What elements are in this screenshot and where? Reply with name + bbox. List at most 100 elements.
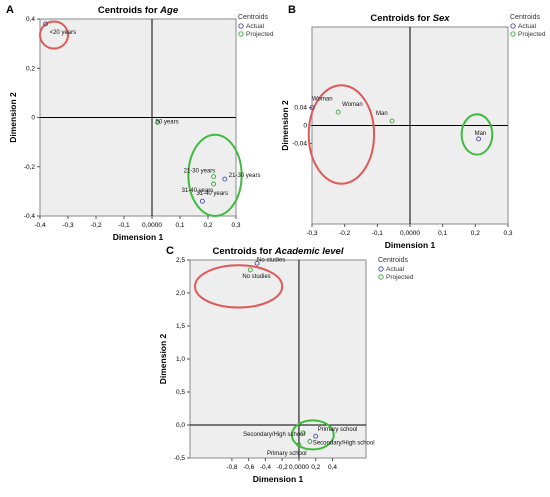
chart-a-point-actual bbox=[222, 176, 228, 182]
chart-b-y-tick-label: -0,04 bbox=[292, 140, 307, 147]
chart-a-point-label: 31-40 years bbox=[182, 188, 214, 194]
chart-a-legend-label: Actual bbox=[246, 23, 265, 30]
chart-c-point-projected bbox=[300, 430, 306, 436]
chart-b-x-tick-label: -0,1 bbox=[372, 230, 384, 237]
chart-a-x-tick-label: 0,2 bbox=[203, 222, 212, 229]
chart-b-point-label: Woman bbox=[312, 97, 333, 103]
chart-svg: Centroids for Academic level -0,8 -0,6 -0,4… bbox=[158, 246, 414, 484]
chart-b-y-axis-label: Dimension 2 bbox=[280, 100, 290, 151]
chart-c-x-tick-label: -0,8 bbox=[226, 464, 238, 471]
chart-c-highlight-ellipse bbox=[194, 264, 284, 309]
chart-c-x-tick-label: 0,2 bbox=[311, 464, 320, 471]
chart-a-point-actual bbox=[43, 21, 49, 27]
chart-svg: Centroids for Sex -0,3 -0,2 -0,1 0,0000 0,1 0,… bbox=[280, 13, 546, 250]
chart-c-title: Centroids for Academic level bbox=[213, 246, 344, 257]
title-variable: Sex bbox=[433, 13, 451, 24]
title-variable: Academic level bbox=[274, 246, 344, 257]
chart-c-y-tick-label: 2,5 bbox=[176, 257, 185, 264]
chart-c-y-tick-label: 0,5 bbox=[176, 389, 185, 396]
chart-b-x-tick-label: -0,2 bbox=[339, 230, 351, 237]
chart-c-point-label: Primary school bbox=[267, 451, 307, 457]
chart-c-point-projected bbox=[247, 267, 253, 273]
chart-c-y-tick-label: 1,5 bbox=[176, 323, 185, 330]
chart-b-legend-label: Actual bbox=[518, 23, 537, 30]
chart-a-point-actual bbox=[199, 198, 205, 204]
chart-c-point-actual bbox=[254, 260, 260, 266]
chart-c-x-tick-label: -0,6 bbox=[243, 464, 255, 471]
chart-a-x-tick-label: -0,4 bbox=[34, 222, 46, 229]
chart-a-title: Centroids for Age bbox=[98, 5, 179, 16]
chart-a-point-label: <20 years bbox=[50, 30, 77, 36]
chart-c-point-label: Secondary/High school bbox=[313, 441, 375, 447]
chart-c-point-label: No studies bbox=[257, 257, 285, 263]
chart-c-legend-label: Projected bbox=[386, 274, 414, 281]
chart-a-x-tick-label: 0,0000 bbox=[142, 222, 162, 229]
title-prefix: Centroids for bbox=[213, 246, 275, 257]
chart-a-x-tick-label: 0,3 bbox=[231, 222, 240, 229]
chart-a-y-tick-label: 0,2 bbox=[26, 65, 35, 72]
chart-b-highlight-ellipse bbox=[307, 84, 376, 185]
chart-a-point-projected bbox=[211, 181, 217, 187]
chart-a-x-axis-label: Dimension 1 bbox=[113, 232, 164, 242]
chart-b-x-tick-label: -0,3 bbox=[306, 230, 318, 237]
chart-b-point-label: Man bbox=[475, 131, 487, 137]
chart-c-y-tick-label: -0,5 bbox=[174, 455, 186, 462]
chart-a-x-tick-label: -0,3 bbox=[62, 222, 74, 229]
chart-c-point-projected bbox=[296, 442, 302, 448]
chart-b-y-tick-label: 0 bbox=[303, 123, 307, 130]
chart-panel-age: A Centroids for Age -0,4 -0,3 -0,2 -0,1 0,000… bbox=[0, 0, 280, 242]
chart-a-y-axis-label: Dimension 2 bbox=[8, 92, 18, 143]
chart-a-point-projected bbox=[155, 119, 161, 125]
chart-a-x-tick-label: -0,2 bbox=[90, 222, 102, 229]
chart-a-highlight-ellipse bbox=[39, 20, 69, 50]
chart-a-legend-marker bbox=[238, 23, 244, 29]
chart-b-y-tick-label: 0,04 bbox=[294, 105, 307, 112]
chart-c-y-tick-label: 2,0 bbox=[176, 290, 185, 297]
chart-b-point-label: Woman bbox=[342, 102, 363, 108]
chart-c-legend-marker bbox=[378, 274, 384, 280]
chart-b-title: Centroids for Sex bbox=[370, 13, 450, 24]
chart-a-point-label: 50 years bbox=[156, 119, 179, 125]
chart-a-y-tick-label: -0,4 bbox=[24, 213, 36, 220]
chart-a-x-tick-label: 0,1 bbox=[175, 222, 184, 229]
chart-b-legend-marker bbox=[510, 31, 516, 37]
chart-b-legend-title: Centroids bbox=[510, 14, 540, 21]
chart-b-point-projected bbox=[335, 109, 341, 115]
chart-c-x-tick-label: -0,2 bbox=[277, 464, 289, 471]
chart-c-legend-title: Centroids bbox=[378, 257, 408, 264]
panel-letter: A bbox=[6, 4, 14, 16]
chart-a-legend-marker bbox=[238, 31, 244, 37]
chart-a-y-tick-label: 0 bbox=[31, 115, 35, 122]
chart-c-point-label: Secondary/High school bbox=[243, 432, 305, 438]
chart-c-y-axis-label: Dimension 2 bbox=[158, 333, 168, 384]
chart-c-x-tick-label: 0,0000 bbox=[289, 464, 309, 471]
chart-a-point-label: 31-40 years bbox=[196, 191, 228, 197]
chart-a-y-tick-label: 0,4 bbox=[26, 16, 35, 23]
chart-b-x-axis-label: Dimension 1 bbox=[385, 240, 436, 250]
chart-panel-academic-level: C Centroids for Academic level -0,8 -0,6 -0… bbox=[158, 243, 460, 497]
chart-c-point-projected bbox=[307, 439, 313, 444]
title-prefix: Centroids for bbox=[370, 13, 432, 24]
chart-b-legend-label: Projected bbox=[518, 31, 546, 38]
chart-b-highlight-ellipse bbox=[460, 113, 494, 156]
chart-panel-sex: B Centroids for Sex -0,3 -0,2 -0,1 0,0000 0,1… bbox=[280, 0, 550, 250]
chart-a-legend-label: Projected bbox=[246, 31, 274, 38]
chart-b-x-tick-label: 0,3 bbox=[503, 230, 512, 237]
chart-c-point-actual bbox=[313, 433, 319, 439]
chart-c-point-label: Primary school bbox=[318, 427, 358, 433]
chart-c-legend-label: Actual bbox=[386, 266, 405, 273]
chart-b-x-tick-label: 0,1 bbox=[438, 230, 447, 237]
chart-svg: Centroids for Age -0,4 -0,3 -0,2 -0,1 0,0000 0… bbox=[8, 5, 274, 242]
chart-a-point-label: 21-30 years bbox=[184, 169, 216, 175]
chart-a-highlight-ellipse bbox=[187, 133, 243, 217]
chart-b-point-actual bbox=[476, 136, 482, 142]
title-variable: Age bbox=[159, 5, 179, 16]
chart-b-point-label: Man bbox=[376, 111, 388, 117]
chart-b-point-actual bbox=[309, 105, 315, 111]
chart-a-y-tick-label: -0,2 bbox=[24, 164, 36, 171]
chart-c-highlight-ellipse bbox=[290, 419, 335, 451]
chart-c-x-tick-label: 0,4 bbox=[328, 464, 337, 471]
chart-c-y-tick-label: 0,0 bbox=[176, 422, 185, 429]
chart-c-y-tick-label: 1,0 bbox=[176, 356, 185, 363]
chart-a-legend-title: Centroids bbox=[238, 14, 268, 21]
